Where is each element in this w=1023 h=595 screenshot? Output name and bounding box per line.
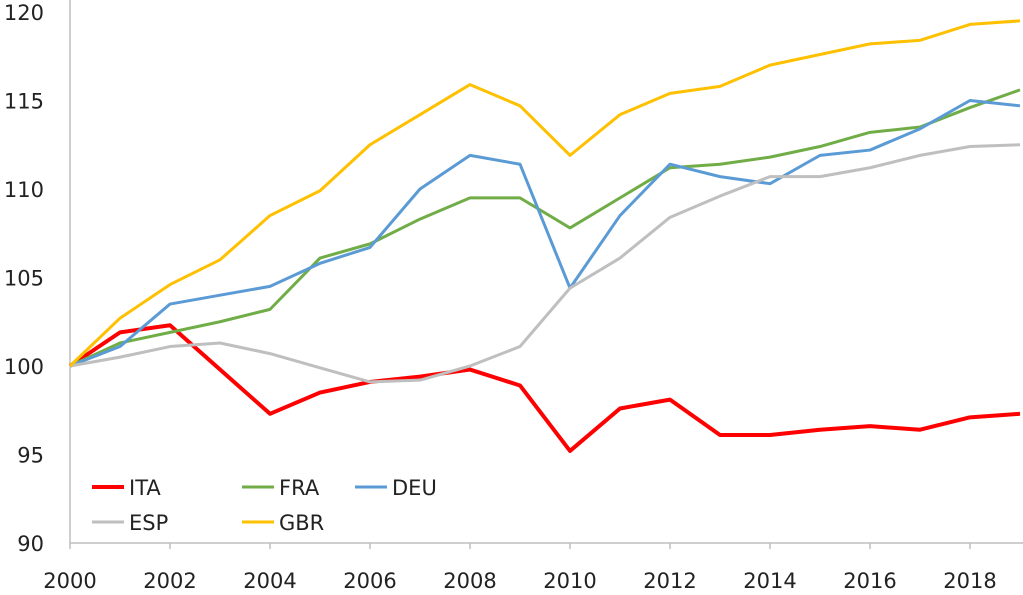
- series-line-ita: [68, 323, 1021, 453]
- legend-label-fra: FRA: [279, 476, 320, 500]
- x-tick-label: 2016: [843, 569, 896, 593]
- x-tick-label: 2012: [643, 569, 696, 593]
- y-tick-label: 95: [17, 444, 44, 468]
- legend-label-gbr: GBR: [279, 511, 324, 535]
- series-line-deu: [69, 99, 1021, 368]
- x-tick-label: 2008: [443, 569, 496, 593]
- y-tick-label: 100: [4, 355, 44, 379]
- y-tick-label: 115: [4, 90, 44, 114]
- y-tick-label: 120: [4, 1, 44, 25]
- x-tick-label: 2018: [943, 569, 996, 593]
- x-tick-label: 2004: [243, 569, 296, 593]
- series-line-esp: [69, 143, 1021, 384]
- x-tick-label: 2002: [143, 569, 196, 593]
- series-line-fra: [69, 88, 1021, 368]
- legend-label-deu: DEU: [392, 476, 437, 500]
- x-tick-label: 2000: [43, 569, 96, 593]
- legend-label-esp: ESP: [129, 511, 168, 535]
- series-line-gbr: [68, 19, 1021, 368]
- x-tick-label: 2010: [543, 569, 596, 593]
- y-tick-label: 90: [17, 532, 44, 556]
- y-tick-label: 110: [4, 178, 44, 202]
- y-tick-label: 105: [4, 267, 44, 291]
- x-tick-label: 2006: [343, 569, 396, 593]
- x-tick-label: 2014: [743, 569, 796, 593]
- legend-label-ita: ITA: [129, 476, 161, 500]
